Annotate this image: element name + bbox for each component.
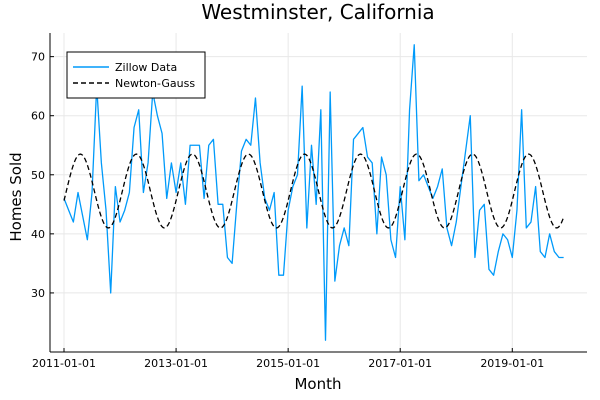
- series-layer: [63, 44, 565, 341]
- y-axis-label: Homes Sold: [7, 152, 25, 241]
- legend-label-zillow: Zillow Data: [115, 61, 177, 74]
- legend: Zillow Data Newton-Gauss: [66, 51, 206, 99]
- y-tick-label: 50: [31, 169, 45, 182]
- y-tick-label: 40: [31, 228, 45, 241]
- series-newton-gauss-line: [63, 153, 565, 229]
- y-tick-labels: 30 40 50 60 70: [31, 51, 54, 300]
- x-tick-label: 2015-01-01: [256, 357, 320, 370]
- y-tick-label: 60: [31, 110, 45, 123]
- legend-box: [66, 51, 206, 99]
- x-tick-labels: 2011-01-01 2013-01-01 2015-01-01 2017-01-01…: [32, 348, 544, 370]
- y-tick-label: 30: [31, 287, 45, 300]
- x-tick-label: 2017-01-01: [368, 357, 432, 370]
- x-tick-label: 2013-01-01: [144, 357, 208, 370]
- x-tick-label: 2011-01-01: [32, 357, 96, 370]
- y-tick-label: 70: [31, 51, 45, 64]
- x-tick-label: 2019-01-01: [480, 357, 544, 370]
- plot-frame: [49, 33, 587, 353]
- legend-label-newton-gauss: Newton-Gauss: [115, 77, 195, 90]
- chart-title: Westminster, California: [201, 0, 434, 24]
- x-axis-label: Month: [294, 375, 341, 393]
